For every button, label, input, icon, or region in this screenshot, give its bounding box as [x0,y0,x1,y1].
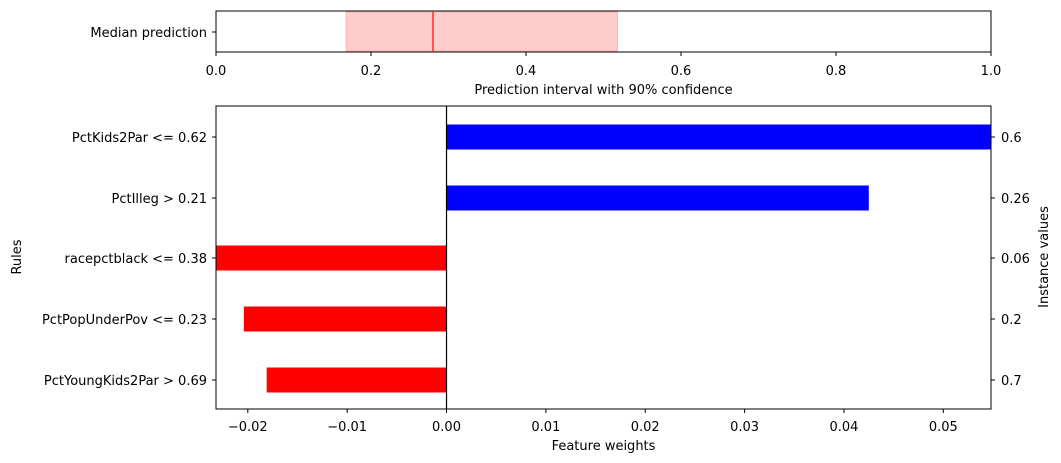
rule-labels: PctKids2Par <= 0.62 PctIlleg > 0.21 racepc… [42,131,216,389]
feature-weight-bars [216,106,991,409]
x-tick-label: 0.0 [206,64,227,79]
feature-weight-bar [216,245,447,271]
prediction-median-label: Median prediction [90,26,207,41]
feature-weights-xlabel: Feature weights [552,439,656,454]
feature-weights-panel: −0.02 −0.01 0.00 0.01 0.02 0.03 0.04 0.05 PctKi… [10,105,1052,454]
rule-label: PctPopUnderPov <= 0.23 [42,313,207,328]
x-tick-label: 0.2 [361,64,382,79]
instance-value-label: 0.06 [1001,252,1030,267]
rule-label: racepctblack <= 0.38 [65,252,207,267]
instance-value-label: 0.7 [1001,374,1022,389]
instance-value-label: 0.2 [1001,313,1022,328]
x-tick-label: 0.00 [432,420,461,435]
x-tick-label: 1.0 [981,64,1002,79]
feature-weight-bar [446,185,869,211]
x-tick-label: 0.03 [730,420,759,435]
x-tick-label: −0.02 [228,420,268,435]
x-tick-label: 0.04 [829,420,858,435]
rule-label: PctIlleg > 0.21 [112,192,208,207]
x-tick-label: 0.6 [671,64,692,79]
x-tick-label: 0.01 [531,420,560,435]
prediction-interval-xlabel: Prediction interval with 90% confidence [474,83,732,98]
x-tick-label: 0.05 [929,420,958,435]
prediction-interval-panel: 0.0 0.2 0.4 0.6 0.8 1.0 Median prediction Pre… [90,10,1002,98]
rule-label: PctYoungKids2Par > 0.69 [44,374,207,389]
x-tick-label: 0.8 [826,64,847,79]
feature-weight-bar [243,306,447,332]
feature-weight-xticks: −0.02 −0.01 0.00 0.01 0.02 0.03 0.04 0.05 [228,409,958,435]
feature-weight-bar [446,124,991,150]
instance-values-ylabel: Instance values [1037,206,1052,308]
x-tick-label: 0.4 [516,64,537,79]
prediction-interval-ticks: 0.0 0.2 0.4 0.6 0.8 1.0 [206,31,1002,79]
x-tick-label: −0.01 [327,420,367,435]
rule-label: PctKids2Par <= 0.62 [72,131,207,146]
feature-weight-bar [266,367,447,393]
rules-ylabel: Rules [10,239,25,274]
instance-value-label: 0.6 [1001,131,1022,146]
interval-layer [345,11,618,52]
prediction-interval-band [345,11,618,52]
instance-value-labels: 0.6 0.26 0.06 0.2 0.7 [991,131,1030,389]
x-tick-label: 0.02 [631,420,660,435]
instance-value-label: 0.26 [1001,192,1030,207]
